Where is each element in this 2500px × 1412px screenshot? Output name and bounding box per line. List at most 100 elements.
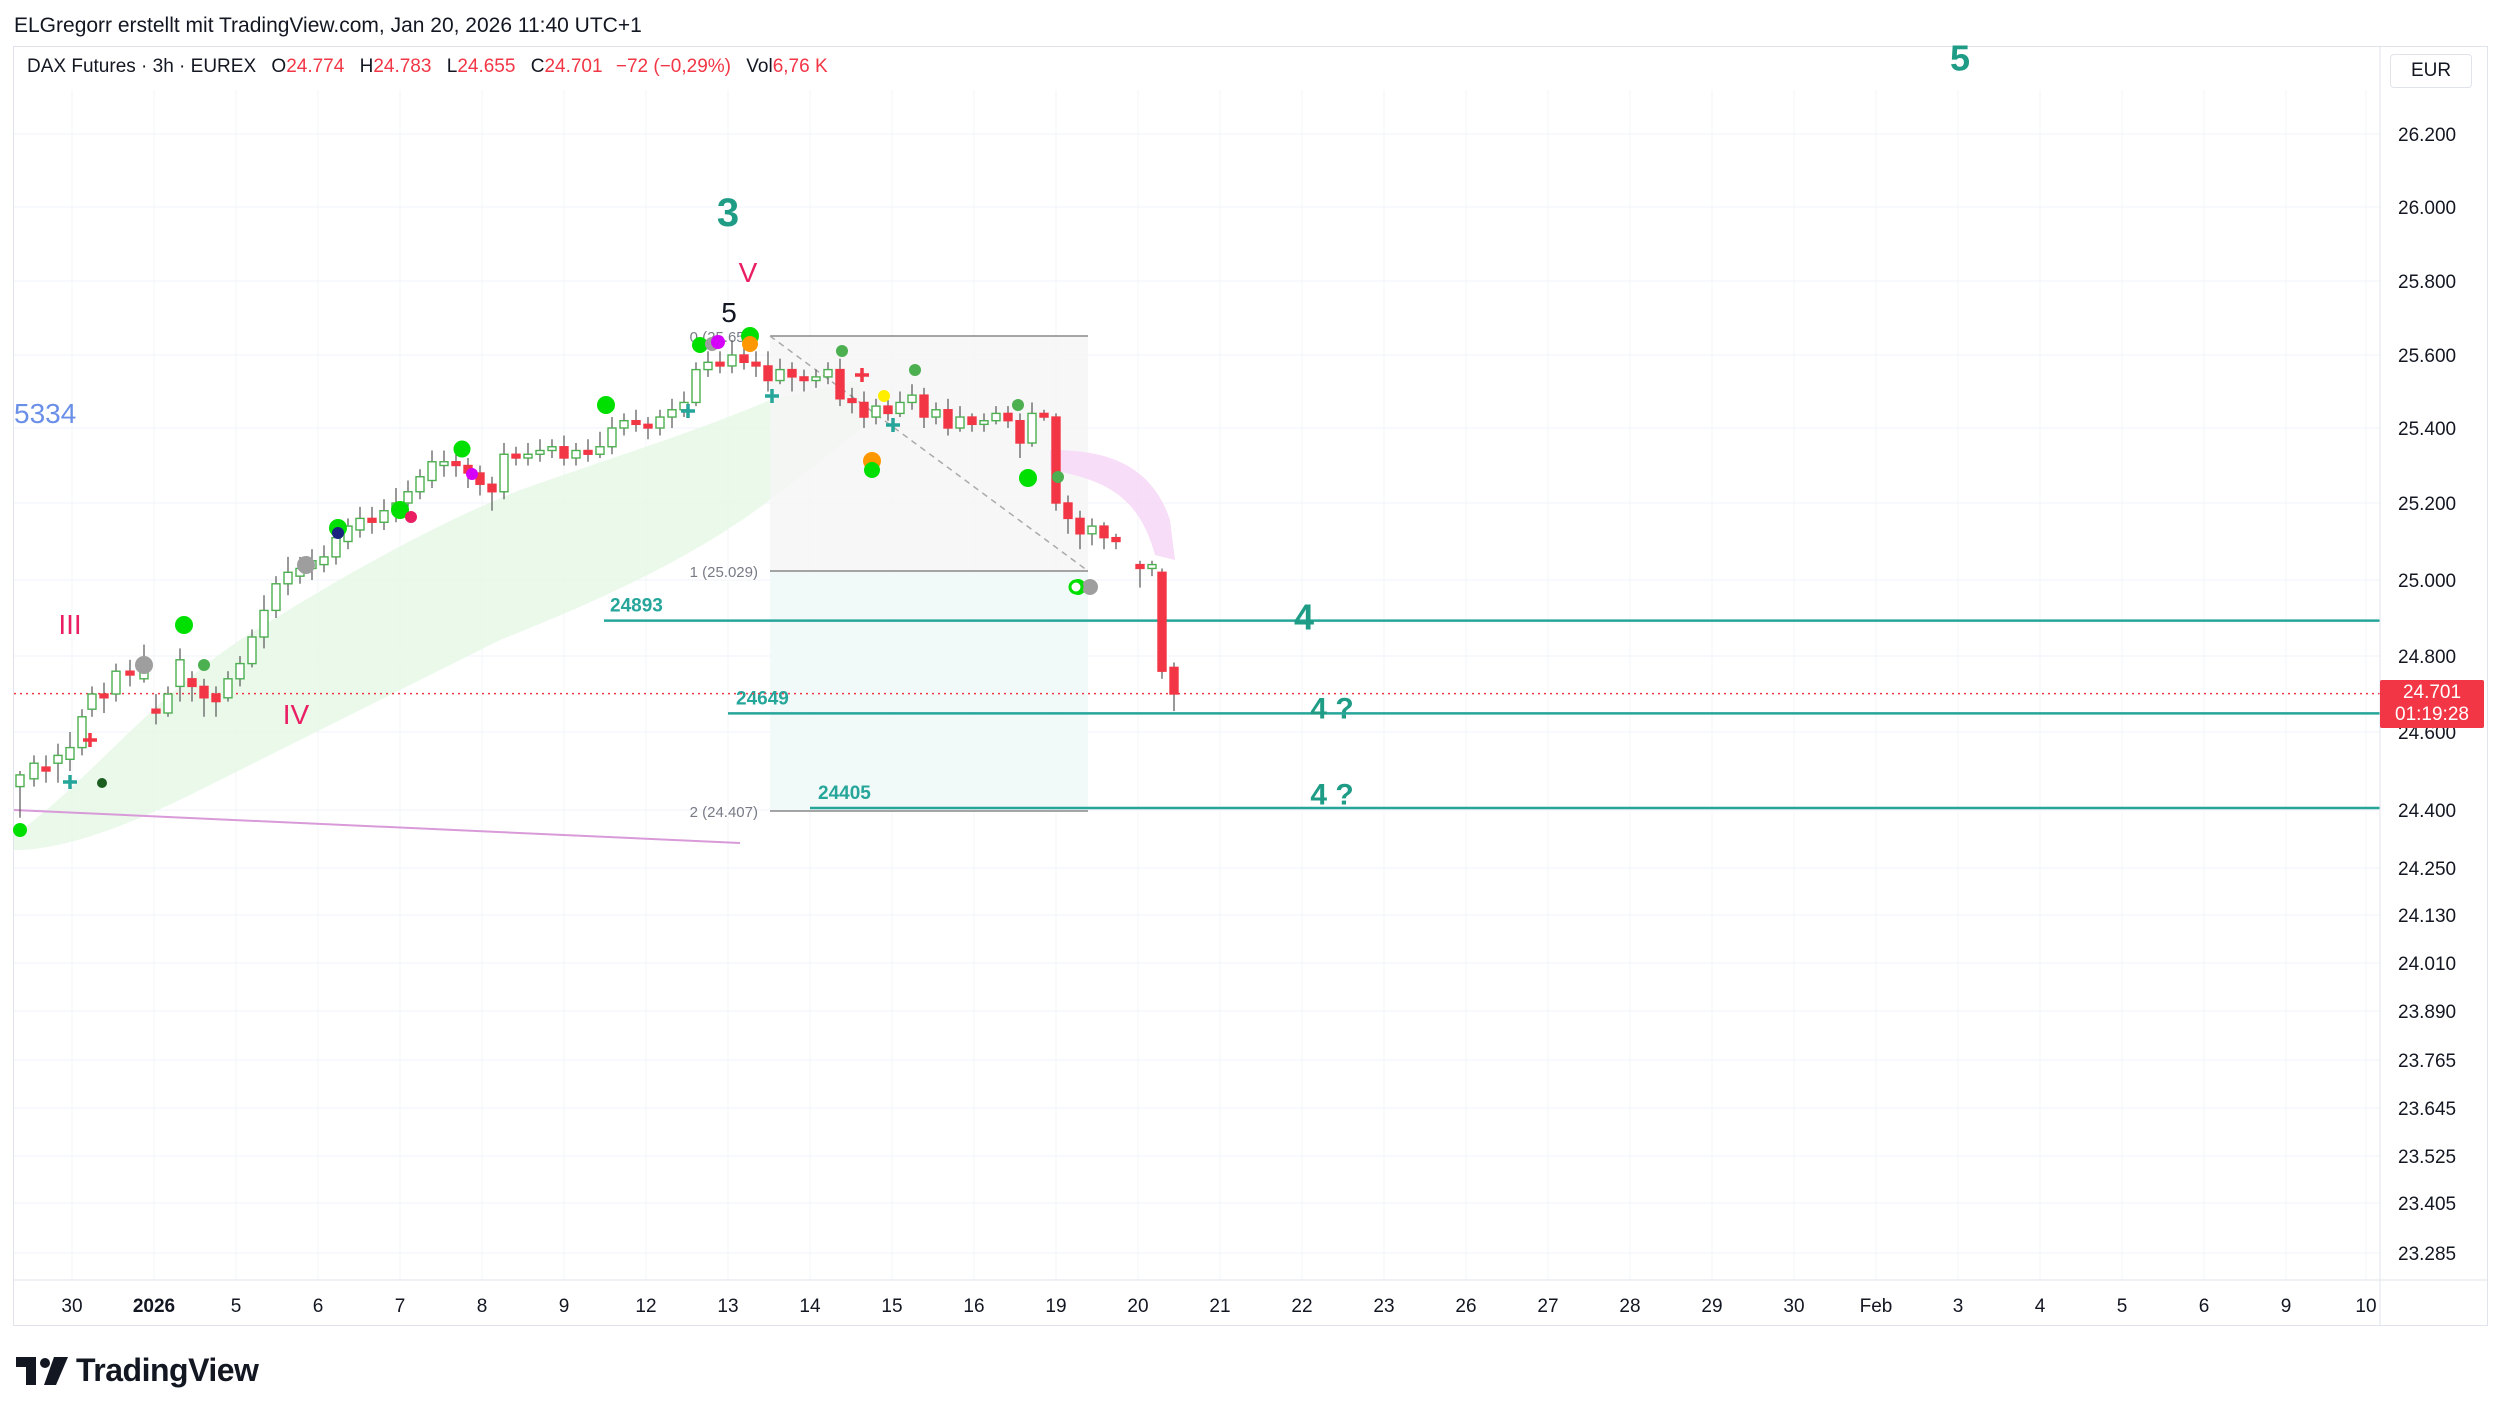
candle-body (77, 716, 87, 749)
date-tick-label: 6 (313, 1296, 324, 1317)
candle-body (211, 693, 221, 703)
fib-box-lower (770, 571, 1088, 811)
symbol-legend[interactable]: DAX Futures · 3h · EUREX O24.774 H24.783… (27, 56, 828, 78)
candle-body (835, 368, 845, 400)
candle-body (643, 423, 653, 429)
candle-body (799, 376, 809, 382)
date-tick-label: 5 (2117, 1296, 2128, 1317)
indicator-dot (1052, 471, 1064, 483)
fib-box-upper (770, 336, 1088, 571)
currency-selector[interactable]: EUR (2390, 54, 2472, 88)
price-tick-label: 25.200 (2398, 494, 2456, 515)
candle-body (41, 766, 51, 772)
level-label-24649: 24649 (736, 688, 789, 709)
open-label: O (271, 56, 287, 77)
price-tick-label: 25.800 (2398, 272, 2456, 293)
candle-body (559, 446, 569, 459)
candle-body (151, 708, 161, 714)
candle-body (99, 693, 109, 699)
candle-body (763, 365, 773, 382)
price-tick-label: 25.600 (2398, 346, 2456, 367)
candle-body (1027, 412, 1037, 444)
indicator-dot (297, 556, 315, 574)
indicator-cross (681, 404, 695, 418)
candle-body (1099, 525, 1109, 539)
date-tick-label: 16 (963, 1296, 984, 1317)
candle-body (631, 420, 641, 426)
price-tick-label: 25.400 (2398, 419, 2456, 440)
candle-body (943, 409, 953, 429)
price-tick-label: 23.645 (2398, 1099, 2456, 1120)
vol-label: Vol (746, 56, 773, 77)
wave-label-5334: 5334 (14, 398, 76, 429)
indicator-dot (175, 616, 193, 634)
indicator-dot (692, 337, 708, 353)
candle-body (235, 662, 245, 680)
indicator-dot (466, 468, 478, 480)
candle-body (955, 416, 965, 429)
candle-body (355, 517, 365, 531)
date-tick-label: 12 (635, 1296, 656, 1317)
candle-body (991, 412, 1001, 422)
candle-body (111, 670, 121, 695)
candle-body (511, 453, 521, 459)
candle-body (199, 685, 209, 699)
date-tick-label: 28 (1619, 1296, 1640, 1317)
date-tick-label: 3 (1953, 1296, 1964, 1317)
candle-body (475, 472, 485, 485)
candle-body (967, 416, 977, 426)
price-tick-label: 23.405 (2398, 1194, 2456, 1215)
tradingview-logo[interactable]: TradingView (16, 1352, 259, 1389)
grid-lines (14, 90, 2380, 1280)
date-tick-label: 8 (477, 1296, 488, 1317)
wave-label-5: 5 (721, 297, 737, 328)
fib-label: 2 (24.407) (690, 804, 758, 821)
wave-label-V: V (739, 257, 758, 288)
candle-body (1063, 502, 1073, 520)
indicator-dot (391, 501, 409, 519)
candle-body (883, 405, 893, 415)
candle-body (187, 678, 197, 688)
price-tick-label: 23.525 (2398, 1147, 2456, 1168)
price-tick-label: 25.000 (2398, 571, 2456, 592)
indicator-dot (864, 462, 880, 478)
candle-body (739, 354, 749, 364)
price-tick-label: 26.000 (2398, 198, 2456, 219)
candle-body (1039, 412, 1049, 418)
candle-body (1015, 420, 1025, 444)
date-tick-label: 19 (1045, 1296, 1066, 1317)
low-label: L (446, 56, 458, 77)
candle-body (523, 453, 533, 459)
indicator-cross (63, 775, 77, 789)
candle-body (319, 556, 329, 566)
candle-body (871, 405, 881, 418)
candle-body (223, 678, 233, 699)
symbol-name[interactable]: DAX Futures · 3h · EUREX (27, 56, 257, 77)
indicator-dot (711, 335, 725, 349)
pink-band (1050, 450, 1175, 560)
date-tick-label: Feb (1860, 1296, 1893, 1317)
candle-body (125, 670, 135, 676)
vol-value: 6,76 K (772, 56, 828, 77)
candle-body (499, 453, 509, 493)
candle-body (259, 609, 269, 638)
last-price-tag: 24.701 01:19:28 (2380, 680, 2484, 728)
candle-body (895, 401, 905, 415)
wave-label-III: III (58, 609, 81, 640)
last-price-value: 24.701 (2402, 682, 2462, 703)
candle-body (931, 409, 941, 418)
candle-body (163, 693, 173, 714)
candle-body (1147, 563, 1157, 570)
price-tick-label: 24.130 (2398, 906, 2456, 927)
candle-body (65, 746, 75, 760)
price-tick-label: 23.285 (2398, 1244, 2456, 1265)
brand-name: TradingView (76, 1352, 259, 1388)
high-value: 24.783 (373, 56, 432, 77)
candle-body (439, 461, 449, 467)
level-label-24405: 24405 (818, 783, 871, 804)
open-value: 24.774 (286, 56, 345, 77)
indicator-dot (332, 527, 344, 539)
wave-label-4: 4 ? (1310, 779, 1353, 812)
